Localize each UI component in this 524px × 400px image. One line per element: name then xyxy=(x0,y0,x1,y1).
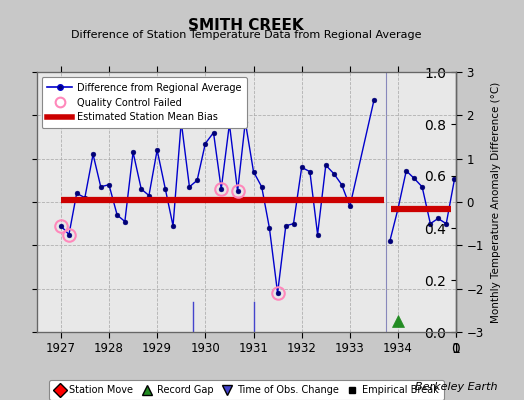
Legend: Station Move, Record Gap, Time of Obs. Change, Empirical Break: Station Move, Record Gap, Time of Obs. C… xyxy=(49,380,443,400)
Text: Berkeley Earth: Berkeley Earth xyxy=(416,382,498,392)
Text: SMITH CREEK: SMITH CREEK xyxy=(189,18,304,33)
Y-axis label: Monthly Temperature Anomaly Difference (°C): Monthly Temperature Anomaly Difference (… xyxy=(490,81,500,323)
Text: Difference of Station Temperature Data from Regional Average: Difference of Station Temperature Data f… xyxy=(71,30,421,40)
